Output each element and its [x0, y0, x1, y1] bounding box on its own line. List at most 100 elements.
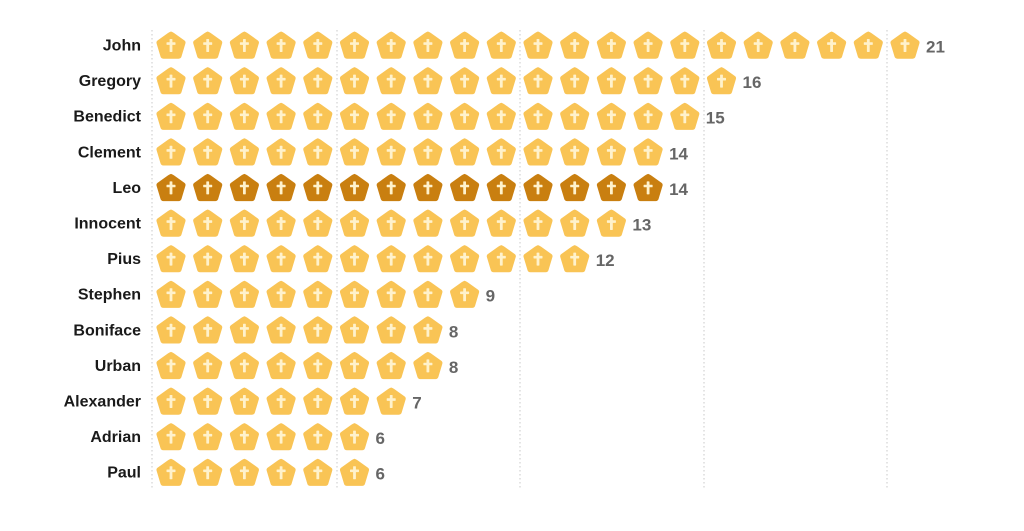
papal-mitre-icon	[229, 31, 259, 59]
papal-mitre-icon	[229, 458, 259, 486]
papal-mitre-icon	[156, 31, 186, 59]
papal-mitre-icon	[229, 67, 259, 95]
papal-mitre-icon	[706, 31, 737, 59]
papal-mitre-icon	[339, 138, 370, 166]
papal-mitre-icon	[266, 245, 296, 273]
papal-mitre-icon	[156, 351, 186, 380]
papal-mitre-icon	[817, 31, 847, 59]
papal-mitre-icon	[633, 102, 663, 130]
papal-mitre-icon	[339, 280, 370, 308]
papal-mitre-icon	[523, 209, 553, 237]
category-label: Stephen	[78, 287, 141, 304]
value-label: 13	[632, 216, 651, 235]
papal-mitre-icon	[413, 31, 443, 59]
value-label: 8	[449, 322, 458, 341]
papal-mitre-icon	[376, 387, 406, 415]
chart-row: Paul 6	[107, 458, 385, 486]
papal-mitre-icon	[303, 138, 333, 166]
papal-mitre-icon	[303, 209, 333, 237]
papal-mitre-icon	[339, 102, 370, 130]
papal-mitre-icon	[523, 245, 553, 273]
value-label: 6	[376, 465, 385, 484]
papal-mitre-icon	[266, 351, 296, 380]
papal-mitre-icon	[523, 173, 553, 202]
papal-mitre-icon	[376, 67, 406, 95]
papal-mitre-icon	[303, 423, 333, 451]
rows: John 21 Gregory 16 Benedict 15 Clement 14 Leo 14 I…	[64, 31, 945, 486]
papal-mitre-icon	[413, 67, 443, 95]
papal-mitre-icon	[229, 245, 259, 273]
chart-row: Leo 14	[113, 173, 689, 202]
papal-mitre-icon	[339, 351, 370, 380]
papal-mitre-icon	[523, 138, 553, 166]
papal-mitre-icon	[633, 173, 663, 202]
papal-mitre-icon	[376, 138, 406, 166]
value-label: 9	[486, 287, 495, 306]
papal-mitre-icon	[229, 351, 259, 380]
papal-mitre-icon	[156, 423, 186, 451]
value-label: 14	[669, 180, 688, 199]
papal-mitre-icon	[596, 209, 626, 237]
papal-mitre-icon	[303, 67, 333, 95]
papal-mitre-icon	[193, 31, 223, 59]
category-label: Leo	[113, 180, 142, 197]
value-label: 21	[926, 38, 945, 57]
papal-mitre-icon	[303, 351, 333, 380]
papal-mitre-icon	[229, 138, 259, 166]
papal-mitre-icon	[413, 245, 443, 273]
chart-row: Clement 14	[78, 138, 689, 166]
papal-mitre-icon	[486, 138, 516, 166]
papal-mitre-icon	[229, 423, 259, 451]
papal-mitre-icon	[560, 245, 590, 273]
papal-mitre-icon	[193, 351, 223, 380]
papal-mitre-icon	[229, 387, 259, 415]
papal-mitre-icon	[303, 280, 333, 308]
papal-mitre-icon	[560, 138, 590, 166]
papal-mitre-icon	[156, 209, 186, 237]
papal-mitre-icon	[450, 245, 480, 273]
papal-mitre-icon	[193, 423, 223, 451]
chart-row: John 21	[103, 31, 945, 59]
papal-mitre-icon	[596, 102, 626, 130]
papal-mitre-icon	[486, 31, 516, 59]
papal-mitre-icon	[780, 31, 810, 59]
papal-mitre-icon	[266, 31, 296, 59]
chart-row: Adrian 6	[90, 423, 385, 451]
papal-mitre-icon	[193, 245, 223, 273]
papal-mitre-icon	[596, 138, 626, 166]
papal-mitre-icon	[266, 423, 296, 451]
papal-mitre-icon	[266, 458, 296, 486]
papal-mitre-icon	[413, 316, 443, 344]
category-label: Boniface	[73, 322, 141, 339]
papal-mitre-icon	[303, 31, 333, 59]
category-label: Paul	[107, 465, 141, 482]
papal-mitre-icon	[156, 458, 186, 486]
category-label: Adrian	[90, 429, 141, 446]
papal-mitre-icon	[266, 102, 296, 130]
papal-mitre-icon	[376, 316, 406, 344]
papal-mitre-icon	[890, 31, 920, 59]
papal-mitre-icon	[596, 31, 626, 59]
category-label: Alexander	[64, 394, 141, 411]
papal-mitre-icon	[193, 173, 223, 202]
papal-mitre-icon	[670, 67, 700, 95]
papal-mitre-icon	[339, 67, 370, 95]
chart-row: Alexander 7	[64, 387, 422, 415]
papal-mitre-icon	[596, 173, 626, 202]
papal-mitre-icon	[156, 102, 186, 130]
value-label: 12	[596, 251, 615, 270]
chart-row: Stephen 9	[78, 280, 495, 308]
category-label: Clement	[78, 144, 142, 161]
chart-row: Urban 8	[95, 351, 458, 380]
papal-mitre-icon	[560, 209, 590, 237]
papal-mitre-icon	[339, 173, 370, 202]
papal-mitre-icon	[450, 67, 480, 95]
category-label: Gregory	[79, 73, 141, 90]
papal-mitre-icon	[523, 102, 553, 130]
papal-mitre-icon	[266, 280, 296, 308]
papal-mitre-icon	[450, 138, 480, 166]
papal-mitre-icon	[339, 245, 370, 273]
papal-mitre-icon	[596, 67, 626, 95]
papal-mitre-icon	[486, 245, 516, 273]
papal-mitre-icon	[486, 173, 516, 202]
